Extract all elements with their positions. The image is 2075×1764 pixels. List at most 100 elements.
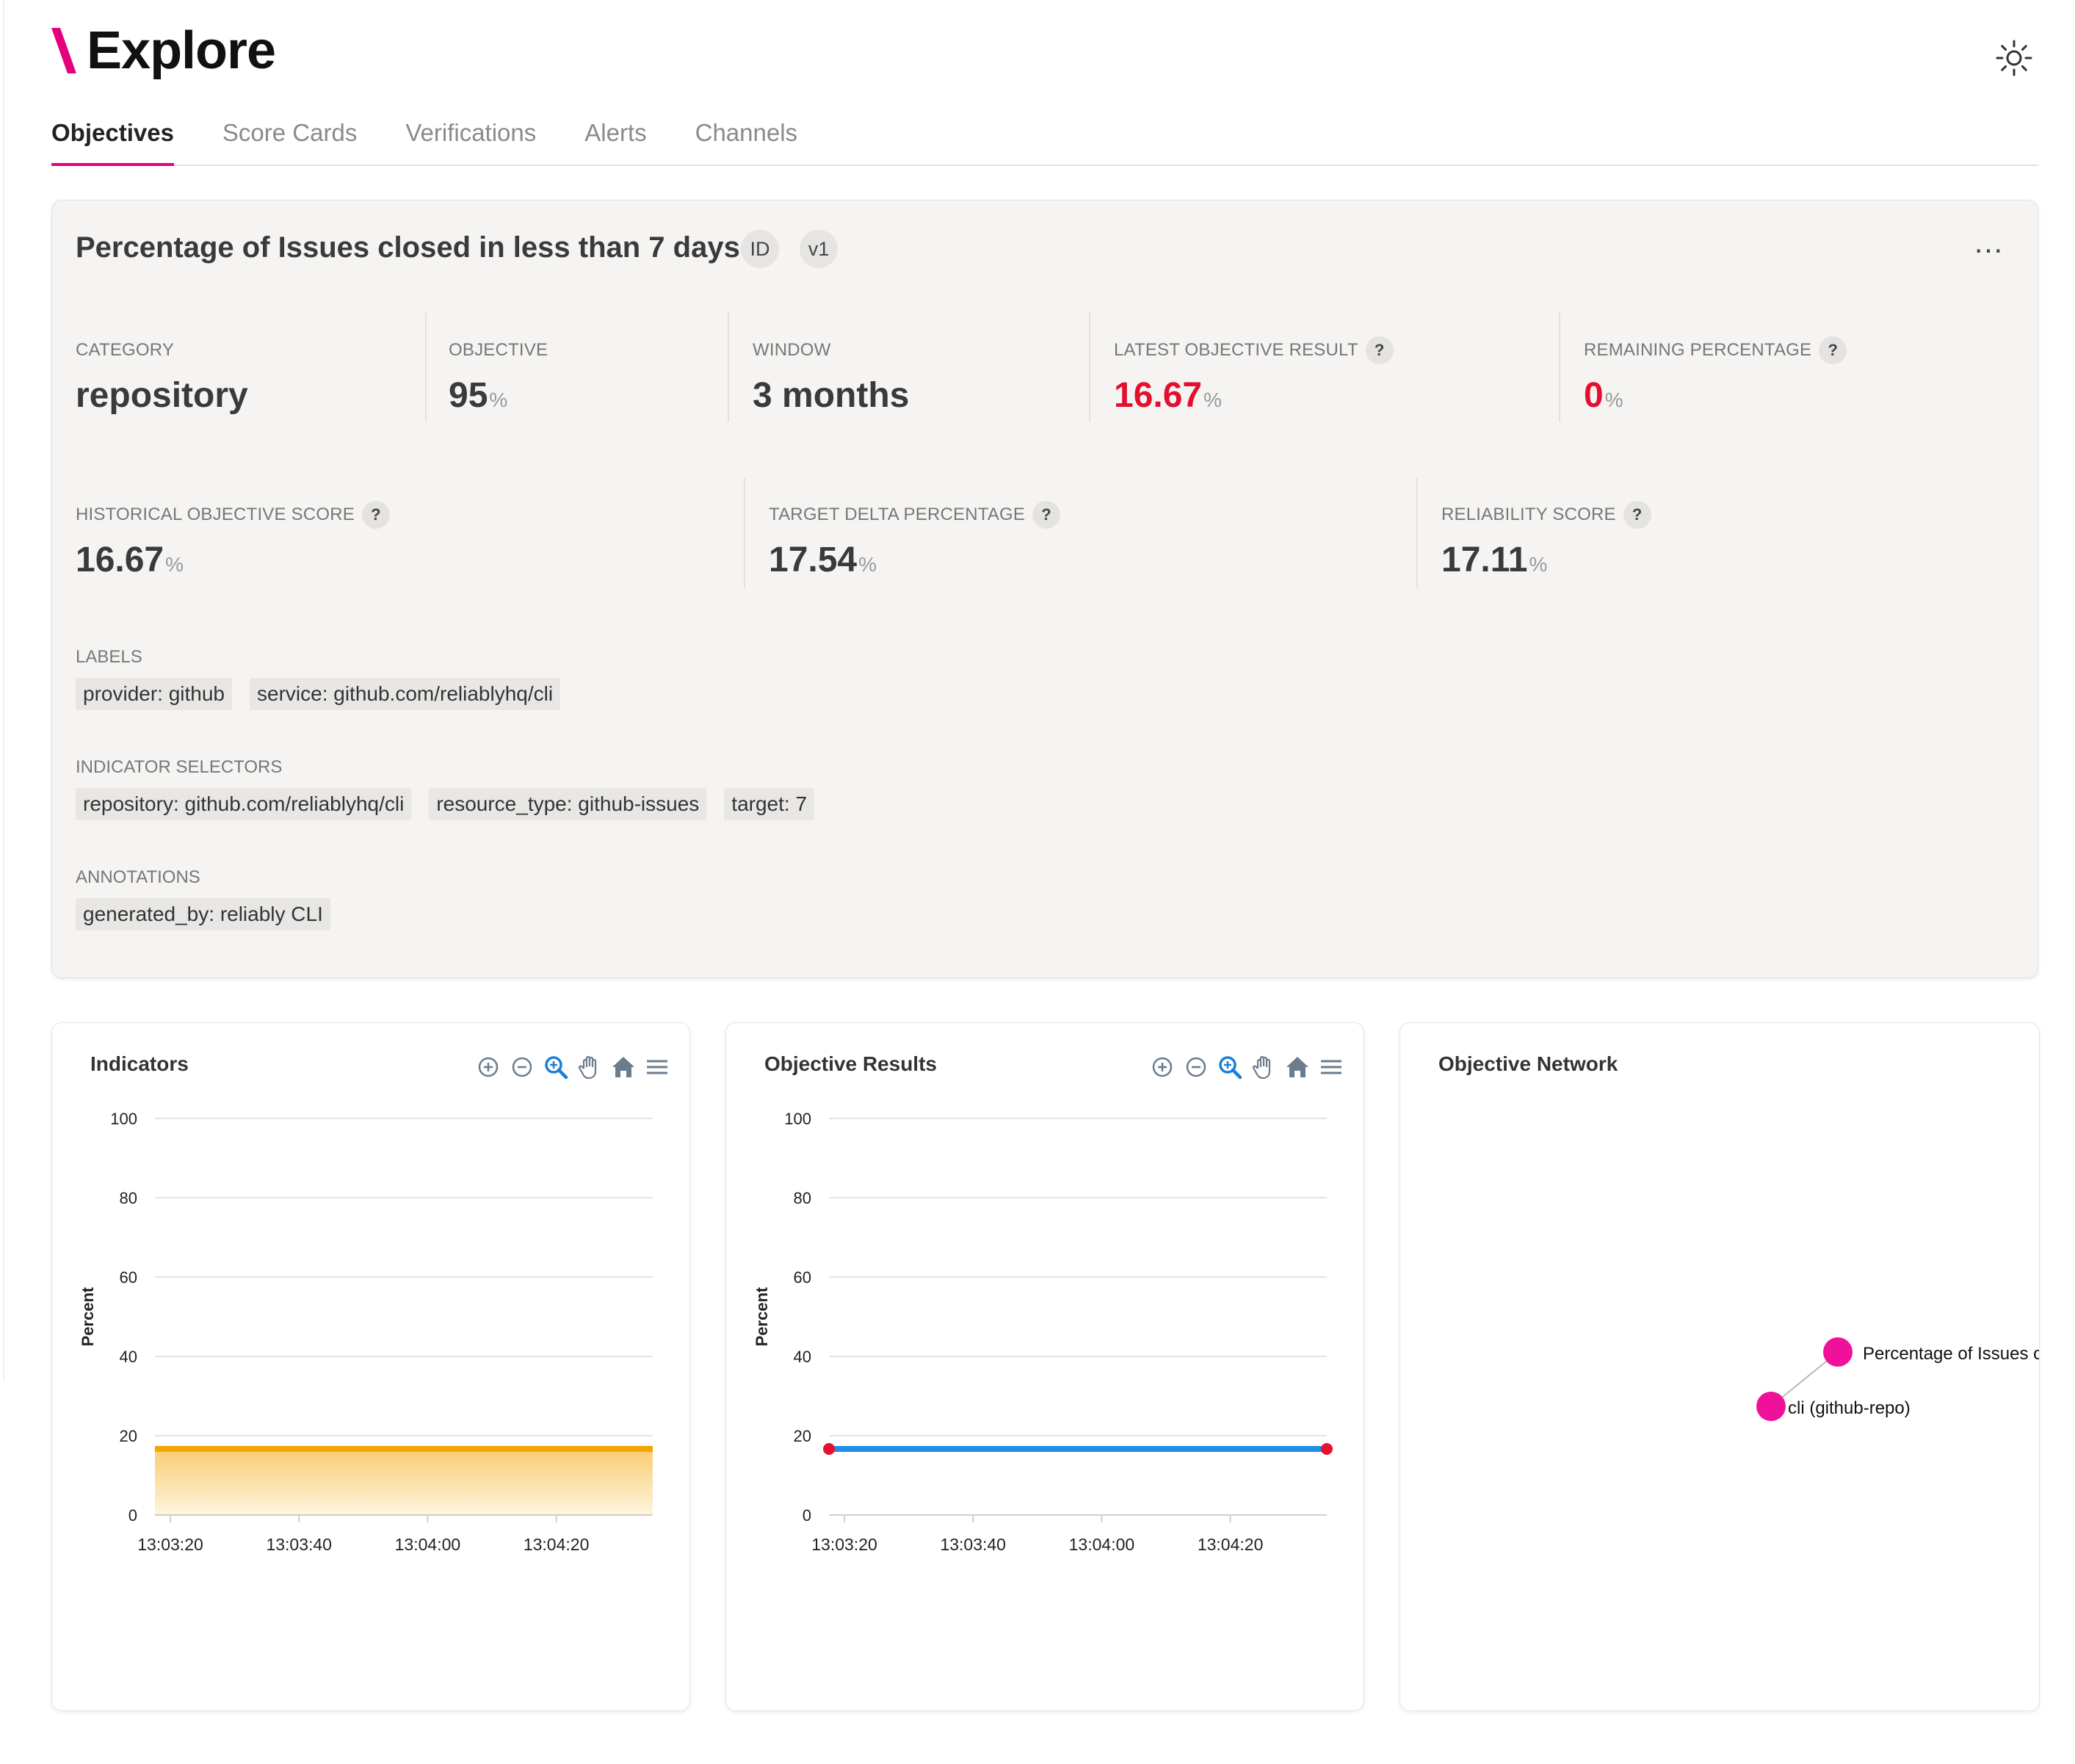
stat-latest-objective-result: LATEST OBJECTIVE RESULT? 16.67% (1114, 336, 1394, 416)
zoom-out-icon[interactable] (1181, 1052, 1211, 1082)
chart-toolbar (469, 1052, 672, 1082)
home-reset-icon[interactable] (1283, 1052, 1312, 1082)
sun-theme-toggle-icon[interactable] (1994, 38, 2034, 78)
menu-icon[interactable] (1317, 1052, 1346, 1082)
y-tick-label: 40 (120, 1348, 137, 1366)
data-point[interactable] (823, 1442, 835, 1455)
panel-title: Indicators (90, 1052, 189, 1075)
help-icon[interactable]: ? (1032, 501, 1061, 529)
app-header: Explore (51, 21, 276, 81)
objective-results-panel: 0 20 40 60 80 100 Percent 13:03:20 13:03:40 13:04… (725, 1022, 1364, 1711)
stat-value: 95% (449, 376, 508, 415)
stat-label: CATEGORY (76, 340, 175, 360)
stat-historical-objective-score: HISTORICAL OBJECTIVE SCORE? 16.67% (76, 500, 390, 580)
objective-title: Percentage of Issues closed in less than… (76, 231, 740, 264)
divider (1416, 478, 1418, 588)
x-tick-label: 13:03:20 (811, 1535, 877, 1554)
tab-verifications[interactable]: Verifications (405, 119, 537, 146)
stat-value: repository (76, 376, 248, 415)
tab-objectives[interactable]: Objectives (51, 110, 174, 166)
pan-hand-icon[interactable] (1249, 1052, 1278, 1082)
network-node[interactable] (1756, 1392, 1786, 1421)
panel-title: Objective Network (1438, 1052, 1618, 1075)
y-tick-label: 100 (784, 1110, 811, 1128)
y-axis-label: Percent (753, 1287, 771, 1346)
chart-toolbar (1143, 1052, 1346, 1082)
stat-remaining-percentage: REMAINING PERCENTAGE? 0% (1584, 336, 1847, 416)
network-node-label: cli (github-repo) (1788, 1398, 1911, 1418)
network-node-label: Percentage of Issues closed (1863, 1344, 2039, 1364)
x-tick-label: 13:03:40 (266, 1535, 332, 1554)
y-axis-label: Percent (79, 1287, 97, 1346)
x-tick-label: 13:04:20 (1198, 1535, 1264, 1554)
x-tick-label: 13:03:20 (137, 1535, 203, 1554)
labels-heading: LABELS (76, 647, 142, 667)
help-icon[interactable]: ? (1819, 336, 1847, 364)
selector-tag: repository: github.com/reliablyhq/cli (76, 788, 412, 820)
panel-title: Objective Results (764, 1052, 937, 1075)
stat-label: LATEST OBJECTIVE RESULT? (1114, 336, 1394, 365)
page-title: Explore (87, 21, 276, 80)
y-tick-label: 100 (110, 1110, 137, 1128)
network-graph[interactable]: Percentage of Issues closed cli (github-… (1400, 1023, 2039, 1710)
label-tag: service: github.com/reliablyhq/cli (250, 678, 561, 710)
selection-zoom-icon[interactable] (1215, 1052, 1245, 1082)
stat-objective: OBJECTIVE 95% (449, 336, 548, 416)
objective-card: Percentage of Issues closed in less than… (51, 200, 2038, 978)
help-icon[interactable]: ? (1623, 501, 1651, 529)
tab-score-cards[interactable]: Score Cards (222, 119, 358, 146)
zoom-in-icon[interactable] (474, 1052, 503, 1082)
more-options-button[interactable]: … (1973, 225, 2005, 259)
stat-reliability-score: RELIABILITY SCORE? 17.11% (1441, 500, 1651, 580)
y-tick-label: 60 (120, 1268, 137, 1287)
stat-value: 3 months (753, 376, 910, 415)
divider (744, 478, 745, 588)
help-icon[interactable]: ? (1365, 336, 1394, 364)
menu-icon[interactable] (642, 1052, 672, 1082)
id-badge[interactable]: ID (741, 230, 779, 268)
version-badge: v1 (800, 230, 838, 268)
stat-value: 0% (1584, 376, 1623, 415)
left-border (3, 0, 4, 1381)
area-fill (155, 1448, 653, 1515)
help-icon[interactable]: ? (361, 501, 390, 529)
indicators-panel: 0 20 40 60 80 100 Percent 13:03:20 13:03:40 13:04… (51, 1022, 690, 1711)
y-tick-label: 60 (794, 1268, 811, 1287)
label-tag: provider: github (76, 678, 233, 710)
divider (1559, 312, 1560, 422)
stat-label: WINDOW (753, 340, 831, 360)
data-point[interactable] (1321, 1442, 1333, 1455)
zoom-in-icon[interactable] (1148, 1052, 1177, 1082)
network-node[interactable] (1823, 1337, 1853, 1367)
stat-label: HISTORICAL OBJECTIVE SCORE? (76, 500, 390, 529)
stat-label: REMAINING PERCENTAGE? (1584, 336, 1847, 365)
zoom-out-icon[interactable] (507, 1052, 537, 1082)
indicator-selectors-list: repository: github.com/reliablyhq/cli re… (76, 788, 832, 820)
home-reset-icon[interactable] (609, 1052, 638, 1082)
x-tick-label: 13:04:20 (524, 1535, 590, 1554)
stat-label: RELIABILITY SCORE? (1441, 500, 1651, 529)
stat-value: 17.54% (769, 541, 877, 579)
divider (728, 312, 729, 422)
objective-results-chart[interactable]: 0 20 40 60 80 100 Percent 13:03:20 13:03:40 13:04… (726, 1023, 1364, 1710)
objective-network-panel: Objective Network Percentage of Issues c… (1399, 1022, 2040, 1711)
selection-zoom-icon[interactable] (541, 1052, 571, 1082)
tab-alerts[interactable]: Alerts (584, 119, 647, 146)
annotations-heading: ANNOTATIONS (76, 867, 200, 887)
indicators-chart[interactable]: 0 20 40 60 80 100 Percent 13:03:20 13:03:40 13:04… (52, 1023, 689, 1710)
brand-logo-icon (51, 28, 76, 73)
tab-channels[interactable]: Channels (695, 119, 798, 146)
stat-value: 17.11% (1441, 541, 1548, 579)
y-tick-label: 80 (120, 1189, 137, 1207)
selector-tag: target: 7 (724, 788, 815, 820)
stat-value: 16.67% (1114, 376, 1223, 415)
indicator-selectors-heading: INDICATOR SELECTORS (76, 757, 283, 777)
y-tick-label: 80 (794, 1189, 811, 1207)
selector-tag: resource_type: github-issues (429, 788, 707, 820)
divider (1089, 312, 1090, 422)
stat-label: TARGET DELTA PERCENTAGE? (769, 500, 1061, 529)
x-tick-label: 13:04:00 (1069, 1535, 1135, 1554)
y-tick-label: 0 (803, 1506, 811, 1525)
stat-category: CATEGORY repository (76, 336, 248, 416)
pan-hand-icon[interactable] (575, 1052, 604, 1082)
